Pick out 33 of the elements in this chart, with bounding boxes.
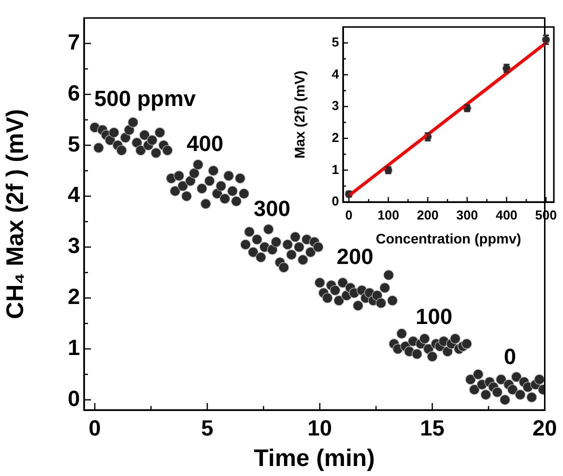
x-tick-label: 0	[345, 207, 353, 222]
x-tick-label: 0	[88, 415, 101, 440]
y-tick-label: 1	[332, 162, 339, 177]
y-tick-label: 5	[68, 131, 80, 156]
x-tick-label: 5	[201, 415, 214, 440]
x-tick-label: 100	[377, 207, 400, 222]
y-tick-label: 2	[68, 284, 80, 310]
annotation: 100	[416, 304, 452, 330]
y-tick-label: 6	[68, 80, 80, 106]
y-tick-label: 2	[332, 130, 339, 145]
x-tick-label: 15	[420, 415, 445, 440]
y-tick-label: 0	[332, 194, 339, 209]
x-tick-label: 300	[456, 207, 478, 222]
x-tick-label: 400	[496, 207, 518, 222]
y-axis-title: Max (2f) (mV)	[291, 70, 308, 158]
x-axis-title: Concentration (ppmv)	[376, 230, 522, 246]
y-tick-label: 5	[332, 34, 339, 50]
y-tick-label: 3	[68, 233, 80, 258]
x-axis-title: Time (min)	[254, 445, 375, 472]
y-tick-label: 0	[68, 386, 80, 411]
x-tick-label: 200	[416, 207, 439, 222]
y-axis-title: CH₄ Max (2f ) (mV)	[2, 108, 30, 320]
x-tick-label: 10	[308, 415, 332, 440]
annotation: 400	[186, 131, 224, 156]
y-tick-label: 7	[68, 30, 80, 55]
y-tick-label: 4	[332, 66, 340, 82]
annotation: 200	[336, 244, 374, 270]
annotation: 500 ppmv	[94, 86, 197, 112]
x-tick-label: 20	[532, 415, 558, 440]
y-tick-label: 1	[68, 334, 80, 360]
annotation: 0	[504, 344, 516, 370]
y-tick-label: 4	[68, 182, 81, 208]
y-tick-label: 3	[332, 98, 339, 114]
